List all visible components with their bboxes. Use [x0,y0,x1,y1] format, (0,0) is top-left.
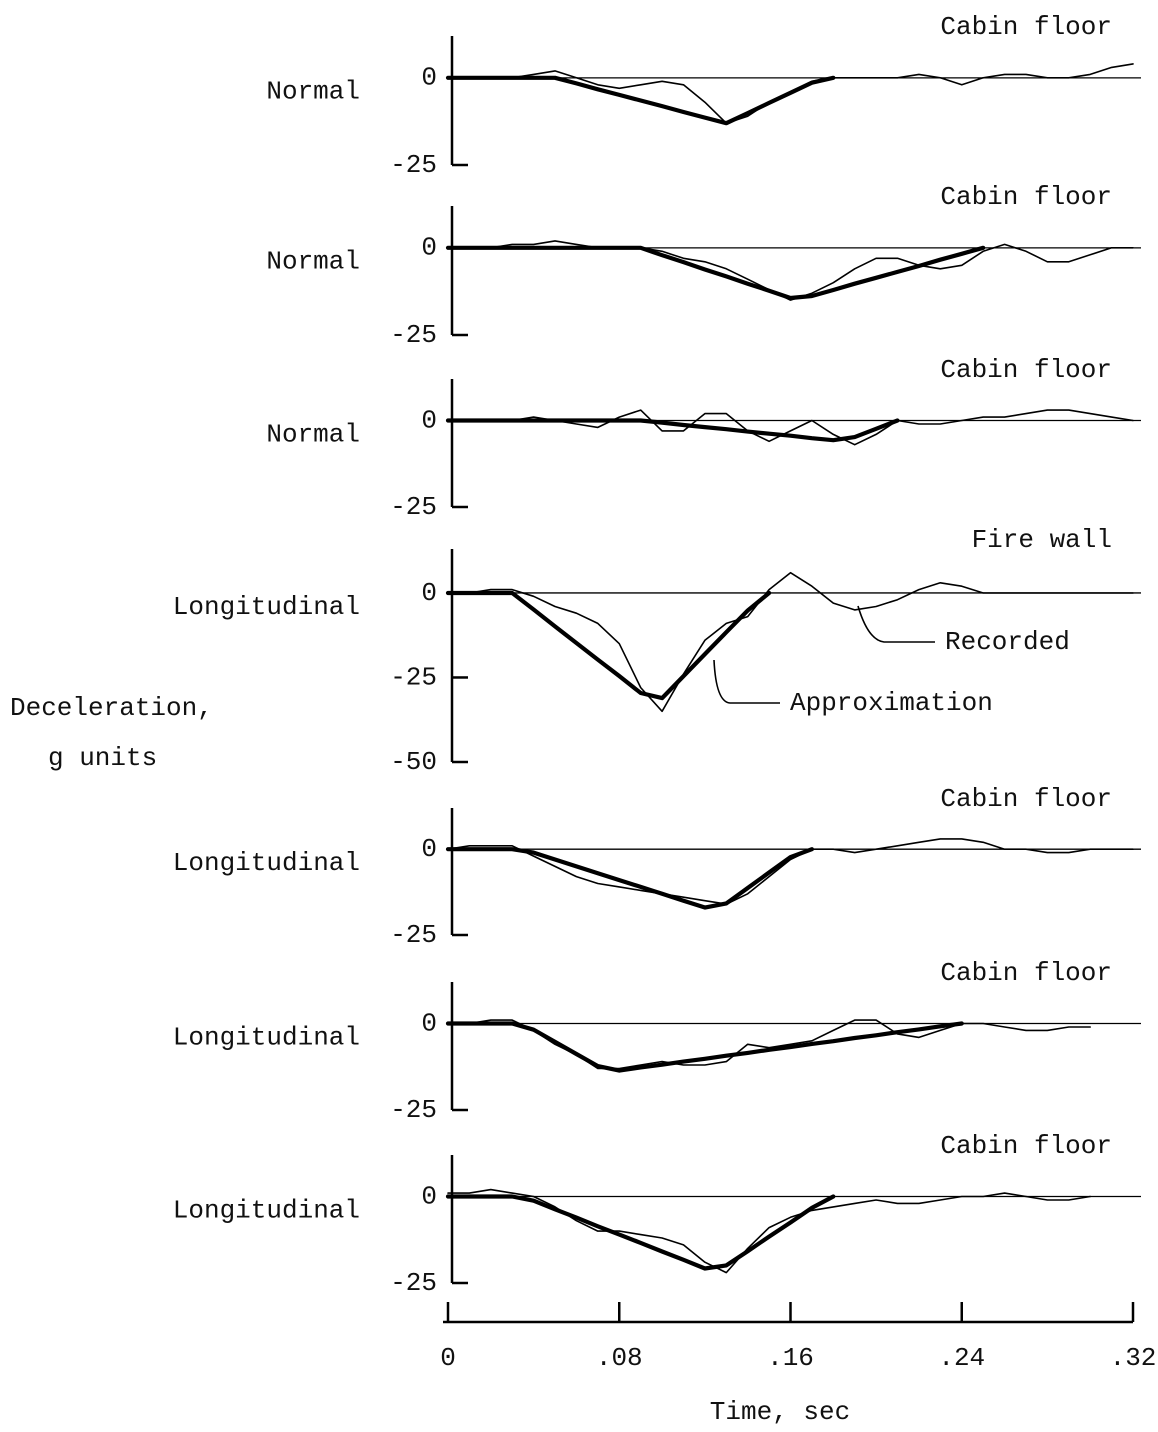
chart-title: Cabin floor [940,958,1112,988]
y-axis-label: Deceleration, [10,693,213,723]
series-line [445,1021,964,1073]
x-tick-label: .16 [767,1343,814,1373]
annotation: Approximation [790,688,993,718]
y-tick-label: 0 [421,63,437,93]
x-tick-label: 0 [440,1343,456,1373]
leader-line [713,659,780,704]
y-tick-label: -25 [390,320,437,350]
y-tick-label: -25 [390,662,437,692]
series-line [445,245,986,301]
y-tick-label: -25 [390,920,437,950]
panel-label: Longitudinal [173,592,360,622]
panel-label: Normal [266,77,360,107]
y-axis-label: g units [48,743,157,773]
series-line [445,590,772,701]
x-tick-label: .08 [596,1343,643,1373]
panel-label: Longitudinal [173,1195,360,1225]
leader-line [857,605,935,643]
series-line [445,1194,836,1271]
chart-title: Cabin floor [940,182,1112,212]
y-tick-label: -25 [390,492,437,522]
y-tick-label: 0 [421,1181,437,1211]
chart-title: Cabin floor [940,12,1112,42]
series-line [447,571,1134,713]
x-tick-label: .24 [938,1343,985,1373]
x-tick-label: .32 [1110,1343,1157,1373]
chart-title: Cabin floor [940,355,1112,385]
y-tick-label: -25 [390,150,437,180]
y-tick-label: 0 [421,1008,437,1038]
y-tick-label: -50 [390,747,437,777]
y-tick-label: -25 [390,1095,437,1125]
chart-title: Fire wall [972,525,1112,555]
y-tick-label: -25 [390,1268,437,1298]
y-tick-label: 0 [421,834,437,864]
series-line [445,75,836,126]
series-line [445,418,900,443]
y-tick-label: 0 [421,578,437,608]
y-tick-label: 0 [421,233,437,263]
chart-title: Cabin floor [940,1131,1112,1161]
annotation: Recorded [945,627,1070,657]
panel-label: Longitudinal [173,848,360,878]
panel-label: Normal [266,247,360,277]
chart-title: Cabin floor [940,784,1112,814]
series-line [447,1019,1091,1070]
series-line [447,1188,1091,1274]
x-axis-label: Time, sec [710,1397,850,1427]
y-tick-label: 0 [421,405,437,435]
series-line [447,409,1134,446]
panel-label: Longitudinal [173,1022,360,1052]
series-line [445,847,814,910]
panel-label: Normal [266,419,360,449]
